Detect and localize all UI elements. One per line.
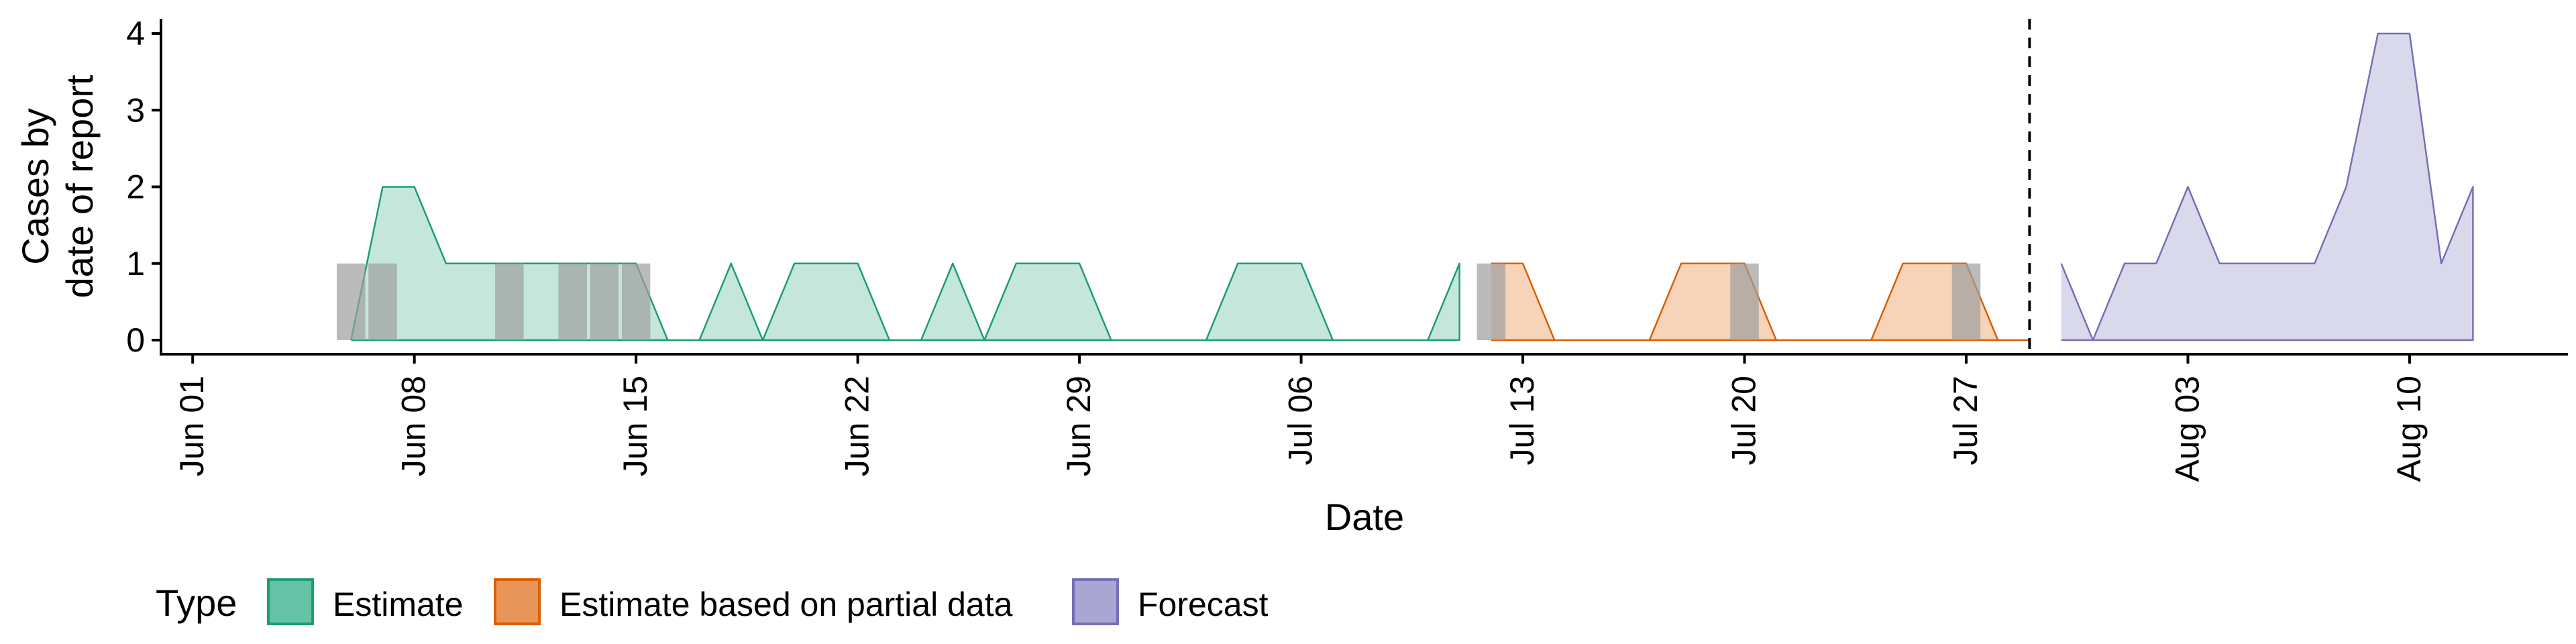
x-tick-label: Jun 01 (173, 376, 211, 476)
legend-label: Estimate (333, 586, 464, 623)
y-axis-title-line-1: Cases by (14, 108, 56, 264)
series-area-2 (2061, 34, 2473, 340)
observed-bar (337, 263, 366, 340)
legend-key (494, 578, 541, 625)
x-tick-label: Aug 03 (2168, 376, 2206, 482)
x-tick-label: Aug 10 (2390, 376, 2428, 482)
legend-title: Type (156, 582, 237, 624)
y-tick-label: 1 (126, 245, 145, 282)
y-tick-label: 0 (126, 321, 145, 359)
y-tick-label: 4 (126, 15, 145, 52)
legend-key (1072, 578, 1119, 625)
series-line-2 (2060, 32, 2474, 341)
observed-bar (558, 263, 587, 340)
legend: Type Estimate Estimate based on partial d… (156, 578, 1269, 625)
observed-bars-layer (337, 263, 1981, 340)
observed-bar (1477, 263, 1506, 340)
legend-entries: Estimate Estimate based on partial data Fo… (267, 578, 1269, 625)
observed-bar (621, 263, 651, 340)
x-tick-label: Jun 22 (839, 376, 876, 476)
x-tick-label: Jun 08 (395, 376, 433, 476)
x-axis-title: Date (1325, 496, 1404, 538)
y-tick-label: 3 (126, 91, 145, 129)
series-line-0 (350, 186, 1460, 341)
legend-key (267, 578, 314, 625)
forecast-series-layer (2060, 32, 2474, 341)
y-axis-title-line-2: date of report (58, 74, 101, 299)
observed-bar (1730, 263, 1759, 340)
observed-bar (1951, 263, 1981, 340)
x-tick-label: Jun 29 (1060, 376, 1097, 476)
observed-bar (368, 263, 397, 340)
y-ticks: 0 1 2 3 4 (126, 15, 161, 359)
x-tick-label: Jul 20 (1725, 376, 1763, 465)
partial-data-series-layer (1491, 262, 2031, 341)
observed-bar (495, 263, 524, 340)
x-ticks: Jun 01 Jun 08 Jun 15 Jun 22 Jun 29 Jul 06 Jul … (173, 354, 2428, 482)
x-tick-label: Jul 06 (1282, 376, 1320, 465)
x-tick-label: Jul 27 (1947, 376, 1984, 465)
observed-bar (590, 263, 619, 340)
x-tick-label: Jul 13 (1503, 376, 1541, 465)
legend-label: Estimate based on partial data (559, 586, 1013, 623)
x-tick-label: Jun 15 (616, 376, 654, 476)
legend-label: Forecast (1138, 586, 1269, 623)
y-tick-label: 2 (126, 168, 145, 206)
